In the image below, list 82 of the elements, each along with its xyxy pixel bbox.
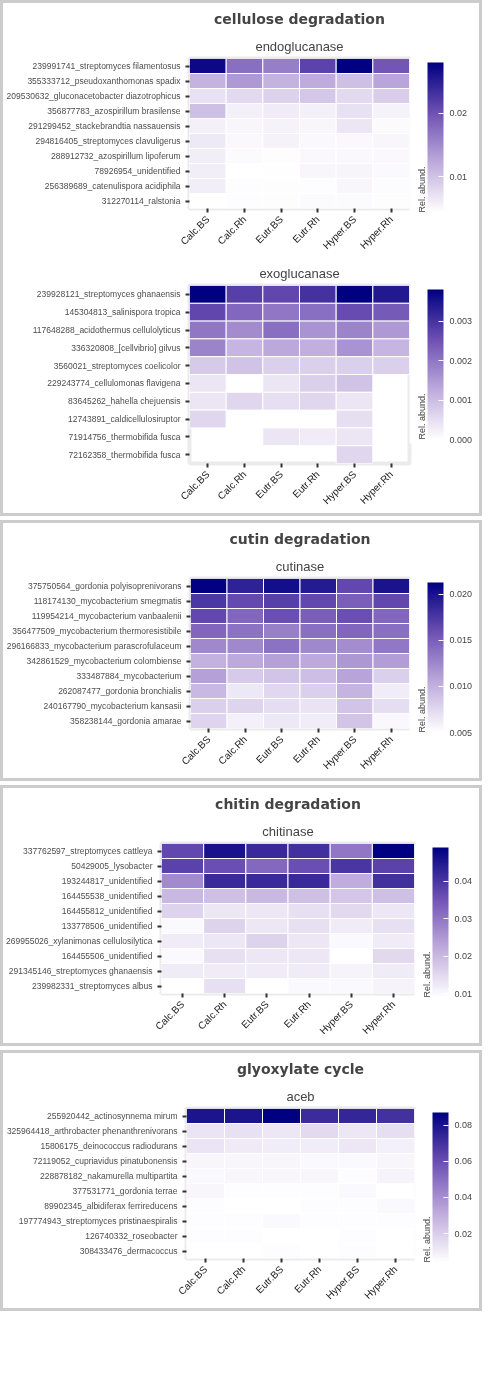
y-tick-label: 239928121_streptomyces ghanaensis [36, 289, 181, 300]
y-tick-label: 197774943_streptomyces pristinaespiralis [18, 1216, 178, 1226]
y-tick-label: 118174130_mycobacterium smegmatis [33, 596, 182, 606]
y-tick-label: 312270114_ralstonia [101, 196, 181, 206]
y-tick-label: 262087477_gordonia bronchialis [58, 686, 182, 696]
y-tick-label: 193244817_unidentified [61, 876, 153, 886]
chart-title: chitin degradation [215, 795, 361, 812]
y-tick-label: 117648288_acidothermus cellulolyticus [32, 325, 181, 335]
y-tick-label: 145304813_salinispora tropica [64, 307, 181, 318]
y-tick-label: 375750564_gordonia polyisoprenivorans [27, 581, 182, 591]
y-tick-label: 228878182_nakamurella multipartita [39, 1171, 178, 1181]
color-bar-label: 0.04 [454, 876, 473, 887]
y-tick-label: 296166833_mycobacterium parascrofulaceum [6, 641, 182, 651]
color-bar-label: 0.01 [449, 171, 468, 182]
y-tick-label: 164455506_unidentified [61, 951, 153, 961]
color-bar-title: Rel. abund. [416, 686, 427, 733]
y-tick-label: 336320808_[cellvibrio] gilvus [71, 342, 181, 353]
y-tick-label: 256389689_catenulispora acidiphila [44, 181, 181, 191]
y-tick-label: 291345146_streptomyces ghanaensis [8, 966, 153, 976]
chart-subtitle: chitinase [262, 823, 314, 839]
chart-subtitle: cutinase [275, 558, 325, 574]
y-tick-label: 78926954_unidentified [94, 166, 181, 176]
y-tick-label: 3560021_streptomyces coelicolor [53, 360, 181, 371]
color-bar-label: 0.001 [449, 395, 473, 406]
color-bar-title: Rel. abund. [416, 393, 427, 440]
y-tick-label: 126740332_roseobacter [85, 1231, 178, 1241]
chart-subtitle: exoglucanase [259, 265, 340, 281]
chart-title: glyoxylate cycle [236, 1060, 365, 1077]
y-tick-label: 356877783_azospirillum brasilense [47, 106, 181, 116]
color-bar-label: 0.01 [454, 988, 473, 999]
y-tick-label: 269955026_xylanimonas cellulosilytica [6, 936, 153, 946]
color-bar-label: 0.02 [454, 951, 473, 962]
color-bar-label: 0.003 [449, 316, 473, 327]
y-tick-label: 308433476_dermacoccus [79, 1246, 178, 1256]
chart-subtitle: aceb [286, 1088, 315, 1104]
y-tick-label: 209530632_gluconacetobacter diazotrophicus [6, 91, 181, 101]
y-tick-label: 12743891_caldicellulosiruptor [68, 414, 181, 424]
color-bar-label: 0.005 [449, 727, 473, 738]
color-bar-label: 0.02 [454, 1228, 473, 1239]
y-tick-label: 333487884_mycobacterium [76, 671, 182, 681]
color-bar-title: Rel. abund. [416, 166, 427, 213]
chart-title: cellulose degradation [214, 10, 385, 27]
y-tick-label: 72119052_cupriavidus pinatubonensis [33, 1156, 178, 1166]
y-tick-label: 133778506_unidentified [61, 921, 153, 931]
y-tick-label: 229243774_cellulomonas flavigena [47, 378, 181, 389]
y-tick-label: 15806175_deinococcus radiodurans [40, 1141, 178, 1151]
y-tick-label: 342861529_mycobacterium colombiense [26, 656, 182, 666]
y-tick-label: 240167790_mycobacterium kansasii [43, 701, 182, 711]
color-bar-title: Rel. abund. [421, 1216, 432, 1263]
y-tick-label: 325964418_arthrobacter phenanthrenivorans [6, 1126, 178, 1136]
color-bar-label: 0.03 [454, 913, 473, 924]
y-tick-label: 291299452_stackebrandtia nassauensis [28, 121, 181, 131]
y-tick-label: 119954214_mycobacterium vanbaalenii [31, 611, 182, 621]
y-tick-label: 83645262_hahella chejuensis [68, 396, 181, 407]
y-tick-label: 337762597_streptomyces cattleya [23, 846, 153, 856]
y-tick-label: 72162358_thermobifida fusca [68, 449, 181, 460]
color-bar-label: 0.000 [449, 434, 473, 445]
color-bar-label: 0.015 [449, 635, 473, 646]
y-tick-label: 255920442_actinosynnema mirum [47, 1111, 178, 1121]
y-tick-label: 71914756_thermobifida fusca [68, 431, 181, 442]
y-tick-label: 288912732_azospirillum lipoferum [51, 151, 181, 161]
color-bar-title: Rel. abund. [421, 951, 432, 998]
y-tick-label: 356477509_mycobacterium thermoresistibile [12, 626, 182, 636]
y-tick-label: 377531771_gordonia terrae [72, 1186, 178, 1196]
color-bar-label: 0.08 [454, 1120, 473, 1131]
y-tick-label: 239991741_streptomyces filamentosus [32, 61, 181, 71]
color-bar-label: 0.010 [449, 681, 473, 692]
y-tick-label: 355333712_pseudoxanthomonas spadix [27, 76, 182, 86]
y-tick-label: 164455538_unidentified [61, 891, 153, 901]
y-tick-label: 50429005_lysobacter [71, 861, 153, 871]
color-bar-label: 0.04 [454, 1192, 473, 1203]
y-tick-label: 89902345_albidiferax ferrireducens [44, 1201, 178, 1211]
color-bar-label: 0.02 [449, 108, 468, 119]
color-bar-label: 0.06 [454, 1156, 473, 1167]
color-bar-label: 0.002 [449, 355, 473, 366]
y-tick-label: 239982331_streptomyces albus [32, 981, 153, 991]
y-tick-label: 294816405_streptomyces clavuligerus [35, 136, 181, 146]
y-tick-label: 164455812_unidentified [61, 906, 153, 916]
chart-title: cutin degradation [229, 530, 371, 547]
y-tick-label: 358238144_gordonia amarae [69, 716, 182, 726]
color-bar-label: 0.020 [449, 589, 473, 600]
chart-subtitle: endoglucanase [255, 38, 344, 54]
